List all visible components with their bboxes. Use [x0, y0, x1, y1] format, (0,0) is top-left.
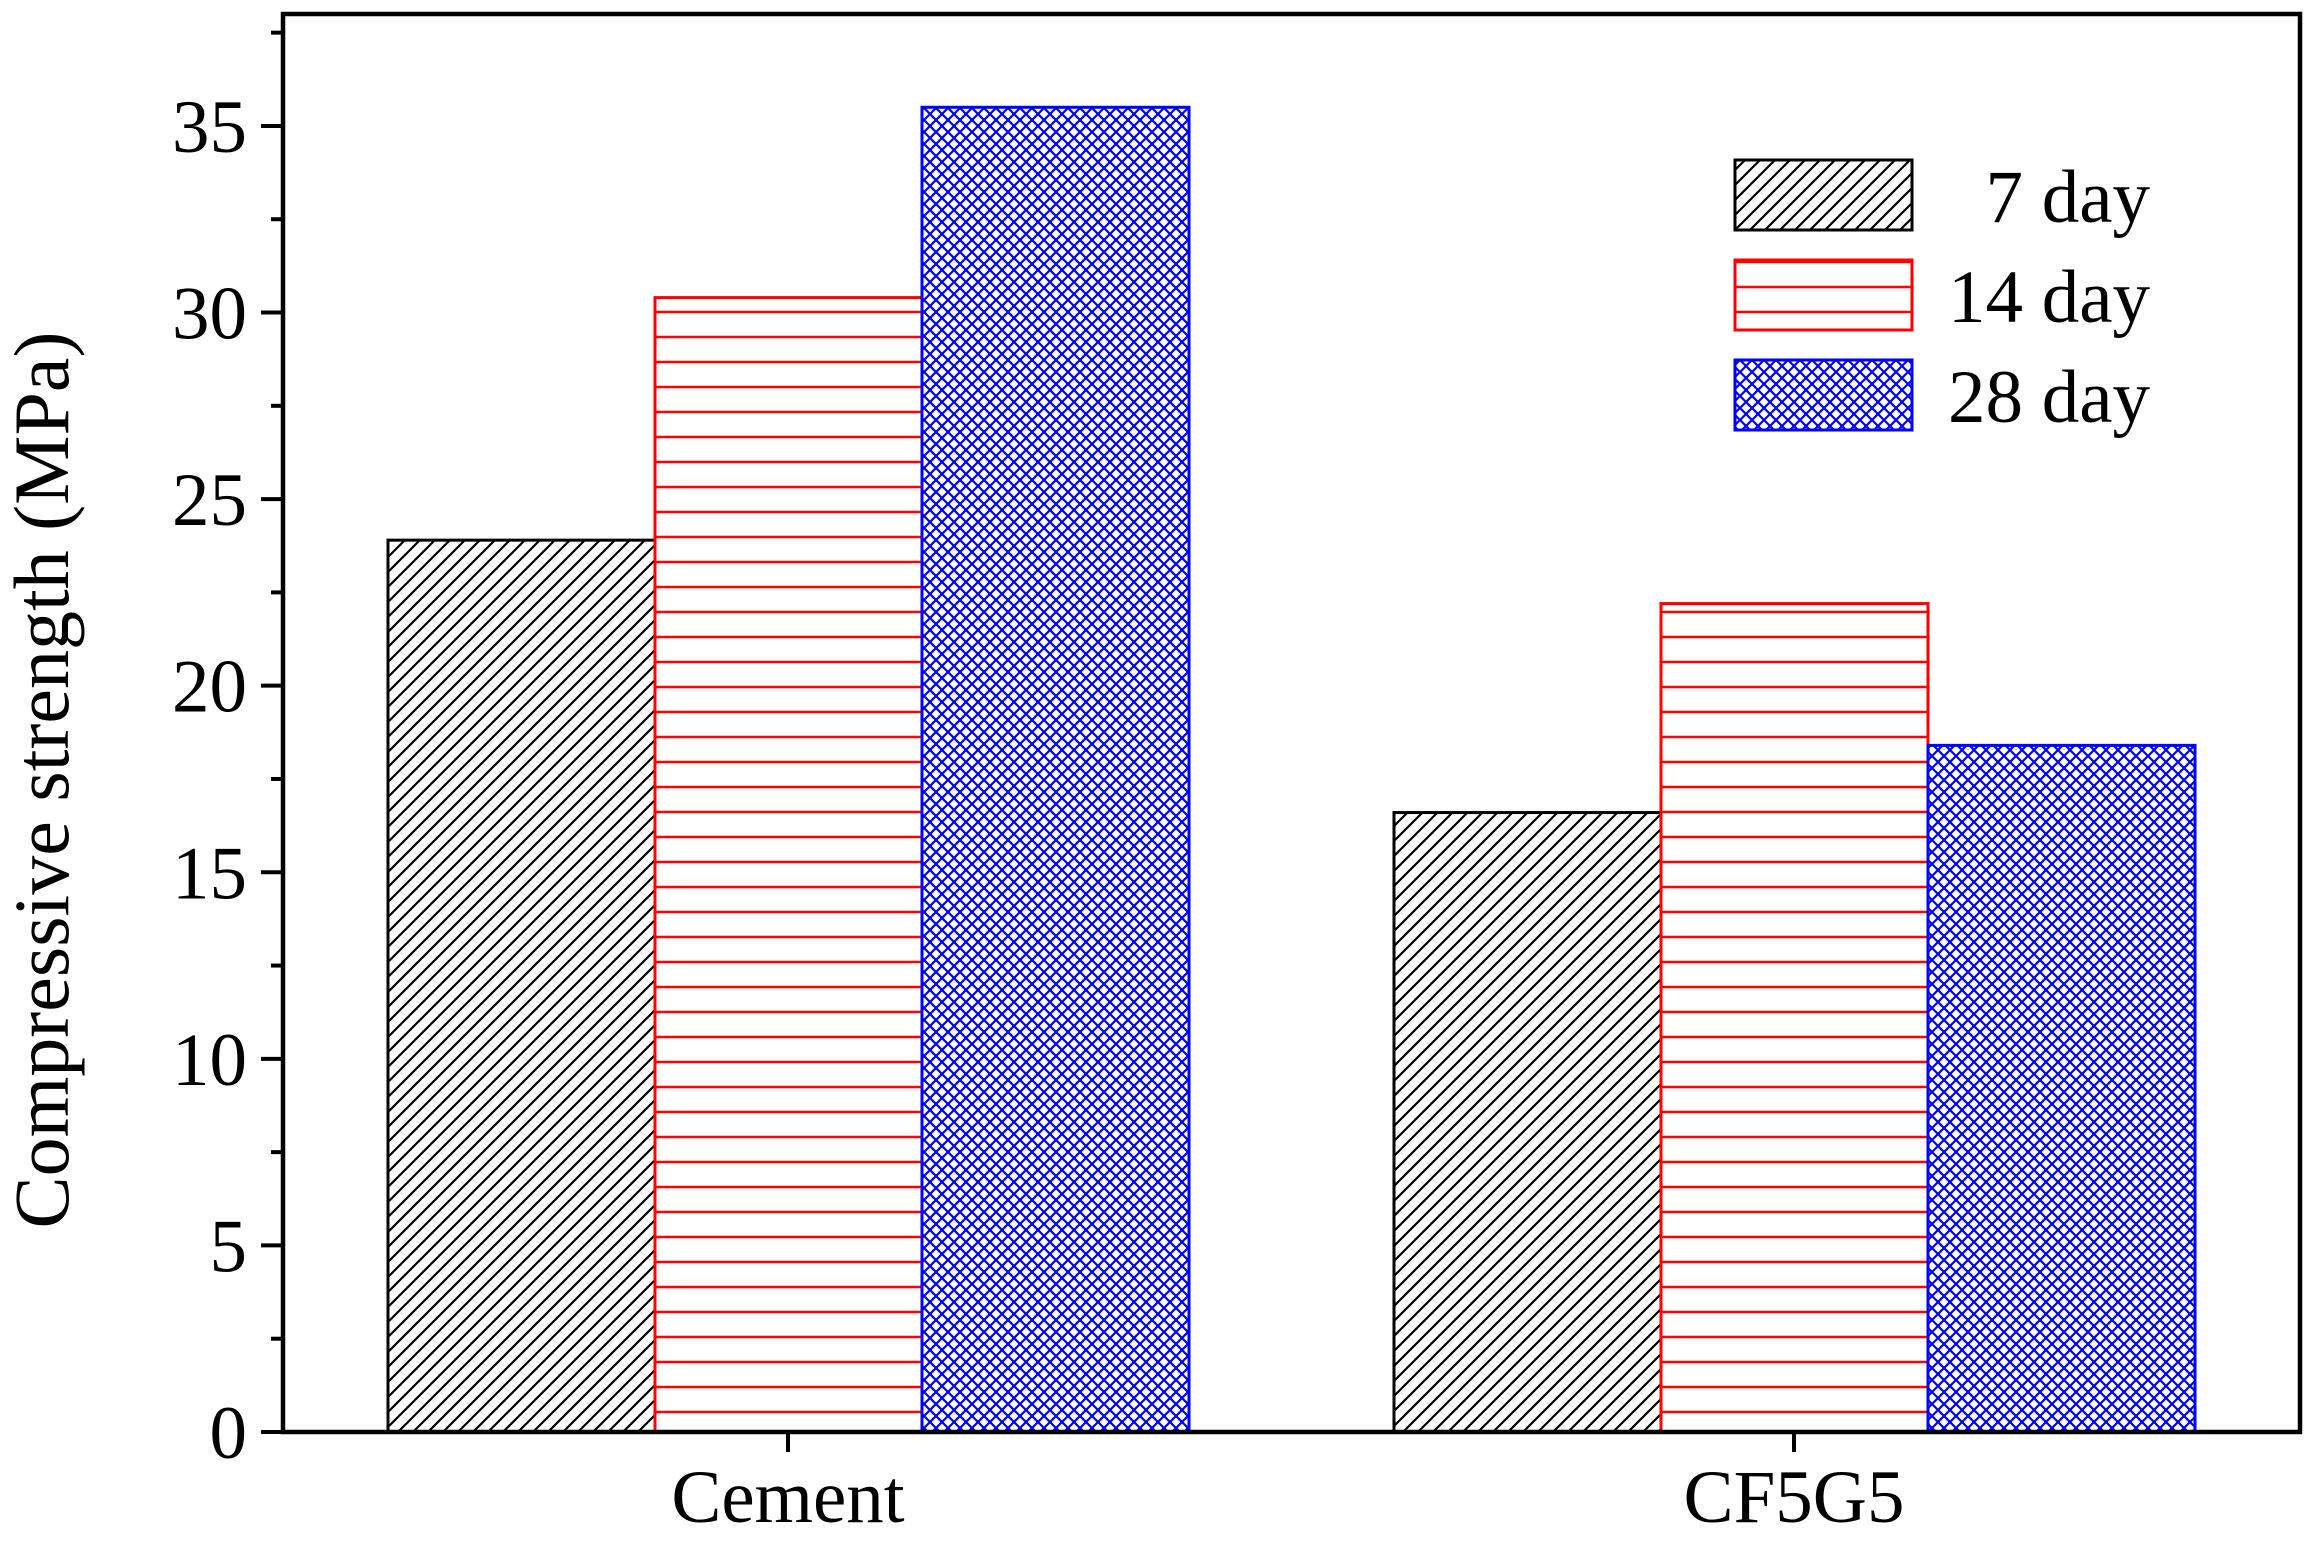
y-tick-label: 15 — [172, 832, 247, 915]
legend-swatch-28-day — [1733, 358, 1914, 432]
y-tick-label: 0 — [210, 1392, 248, 1475]
x-category-label-cement: Cement — [671, 1456, 904, 1539]
bar-cement-14-day — [653, 296, 924, 1434]
y-tick-label: 35 — [172, 86, 247, 169]
bar-cf5g5-14-day — [1659, 602, 1930, 1434]
bar-cf5g5-28-day — [1926, 743, 2197, 1434]
y-axis-title: Compressive strength (MPa) — [0, 332, 85, 1229]
bar-cement-28-day — [920, 105, 1191, 1434]
y-tick-label: 20 — [172, 646, 247, 729]
bars — [386, 105, 2197, 1434]
legend-swatch-7-day — [1733, 158, 1914, 232]
legend-label-14-day: 14 day — [1948, 256, 2151, 339]
y-tick-label: 25 — [172, 459, 247, 542]
legend-label-28-day: 28 day — [1948, 356, 2151, 439]
y-tick-label: 5 — [210, 1205, 248, 1288]
axes: 0 5 10 15 20 25 30 35 Cement CF5G5 — [172, 11, 2303, 1539]
y-tick-label: 10 — [172, 1019, 247, 1102]
x-category-label-cf5g5: CF5G5 — [1684, 1456, 1905, 1539]
bar-cement-7-day — [386, 538, 657, 1434]
plot-frame — [280, 11, 2303, 1435]
bar-cf5g5-7-day — [1392, 811, 1663, 1434]
legend: 7 day 14 day 28 day — [1733, 156, 2151, 439]
y-tick-label: 30 — [172, 273, 247, 356]
legend-label-7-day: 7 day — [1985, 156, 2150, 239]
legend-swatch-14-day — [1733, 258, 1914, 332]
